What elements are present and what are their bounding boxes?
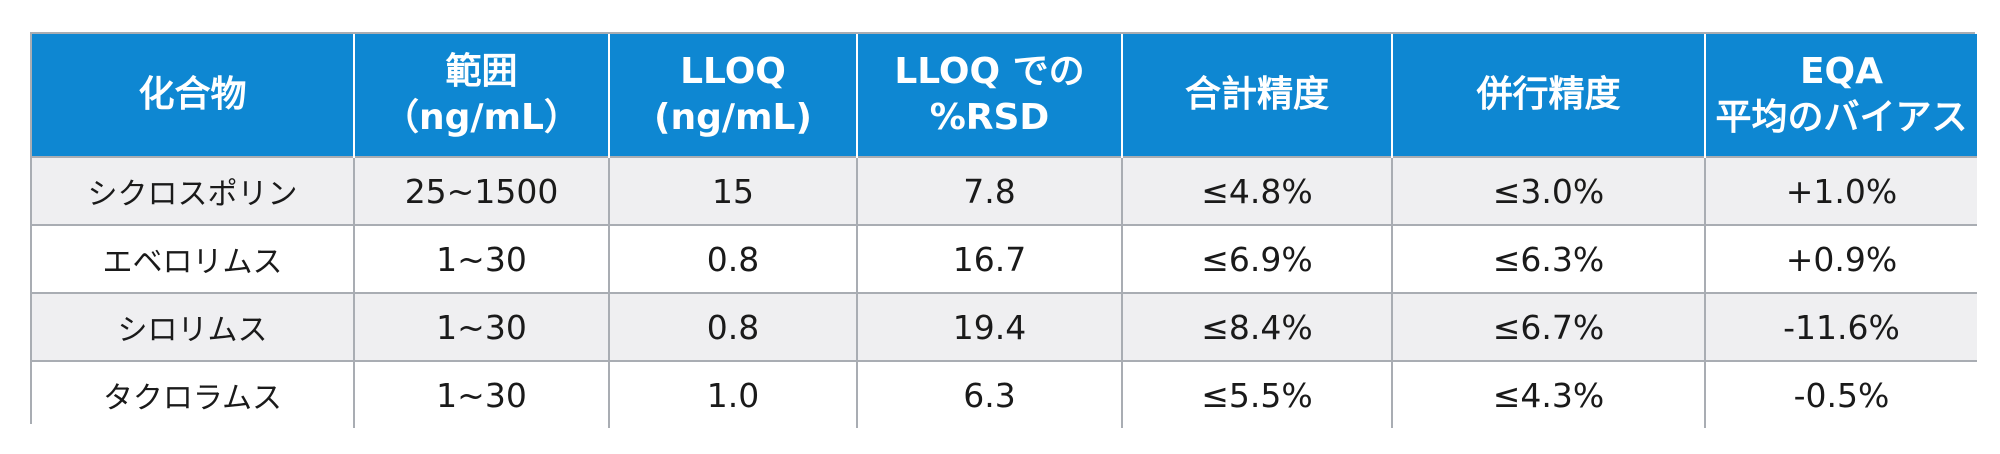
header-lloq: LLOQ (ng/mL) (608, 34, 857, 157)
cell-repeatability: ≤6.3% (1391, 224, 1705, 293)
header-compound: 化合物 (32, 34, 354, 157)
header-lloq-rsd: LLOQ での %RSD (856, 34, 1122, 157)
cell-lloq-rsd: 7.8 (856, 156, 1122, 225)
cell-total-precision: ≤4.8% (1121, 156, 1392, 225)
cell-lloq-rsd: 19.4 (856, 292, 1122, 361)
cell-total-precision: ≤5.5% (1121, 360, 1392, 428)
cell-lloq: 0.8 (608, 292, 857, 361)
table-row: シクロスポリン 25~1500 15 7.8 ≤4.8% ≤3.0% +1.0% (32, 156, 1977, 225)
validation-table: 化合物 範囲 （ng/mL） LLOQ (ng/mL) LLOQ での %RSD… (30, 32, 1977, 428)
header-eqa-bias: EQA 平均のバイアス (1704, 34, 1977, 157)
cell-range: 1~30 (353, 292, 609, 361)
cell-eqa-bias: +1.0% (1704, 156, 1977, 225)
cell-lloq-rsd: 16.7 (856, 224, 1122, 293)
header-repeatability: 併行精度 (1391, 34, 1705, 157)
cell-total-precision: ≤6.9% (1121, 224, 1392, 293)
table-row: エベロリムス 1~30 0.8 16.7 ≤6.9% ≤6.3% +0.9% (32, 224, 1977, 293)
cell-compound: シクロスポリン (32, 156, 354, 225)
cell-compound: エベロリムス (32, 224, 354, 293)
cell-range: 1~30 (353, 224, 609, 293)
header-total-precision: 合計精度 (1121, 34, 1392, 157)
cell-repeatability: ≤3.0% (1391, 156, 1705, 225)
cell-compound: シロリムス (32, 292, 354, 361)
cell-total-precision: ≤8.4% (1121, 292, 1392, 361)
cell-eqa-bias: +0.9% (1704, 224, 1977, 293)
cell-eqa-bias: -11.6% (1704, 292, 1977, 361)
cell-lloq: 15 (608, 156, 857, 225)
cell-range: 25~1500 (353, 156, 609, 225)
cell-lloq: 0.8 (608, 224, 857, 293)
cell-repeatability: ≤4.3% (1391, 360, 1705, 428)
header-row: 化合物 範囲 （ng/mL） LLOQ (ng/mL) LLOQ での %RSD… (32, 34, 1977, 157)
data-table: 化合物 範囲 （ng/mL） LLOQ (ng/mL) LLOQ での %RSD… (32, 34, 1977, 428)
cell-lloq: 1.0 (608, 360, 857, 428)
cell-repeatability: ≤6.7% (1391, 292, 1705, 361)
cell-eqa-bias: -0.5% (1704, 360, 1977, 428)
cell-lloq-rsd: 6.3 (856, 360, 1122, 428)
cell-compound: タクロラムス (32, 360, 354, 428)
cell-range: 1~30 (353, 360, 609, 428)
table-row: タクロラムス 1~30 1.0 6.3 ≤5.5% ≤4.3% -0.5% (32, 360, 1977, 428)
table-row: シロリムス 1~30 0.8 19.4 ≤8.4% ≤6.7% -11.6% (32, 292, 1977, 361)
header-range: 範囲 （ng/mL） (353, 34, 609, 157)
